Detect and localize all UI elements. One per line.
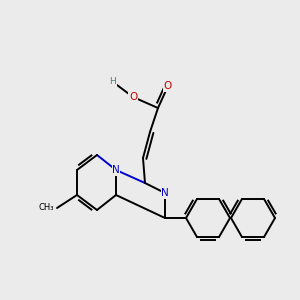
Text: CH₃: CH₃ xyxy=(38,203,54,212)
Text: H: H xyxy=(110,77,116,86)
Text: O: O xyxy=(129,92,137,102)
Text: N: N xyxy=(112,165,120,175)
Text: O: O xyxy=(164,81,172,91)
Text: N: N xyxy=(161,188,169,198)
